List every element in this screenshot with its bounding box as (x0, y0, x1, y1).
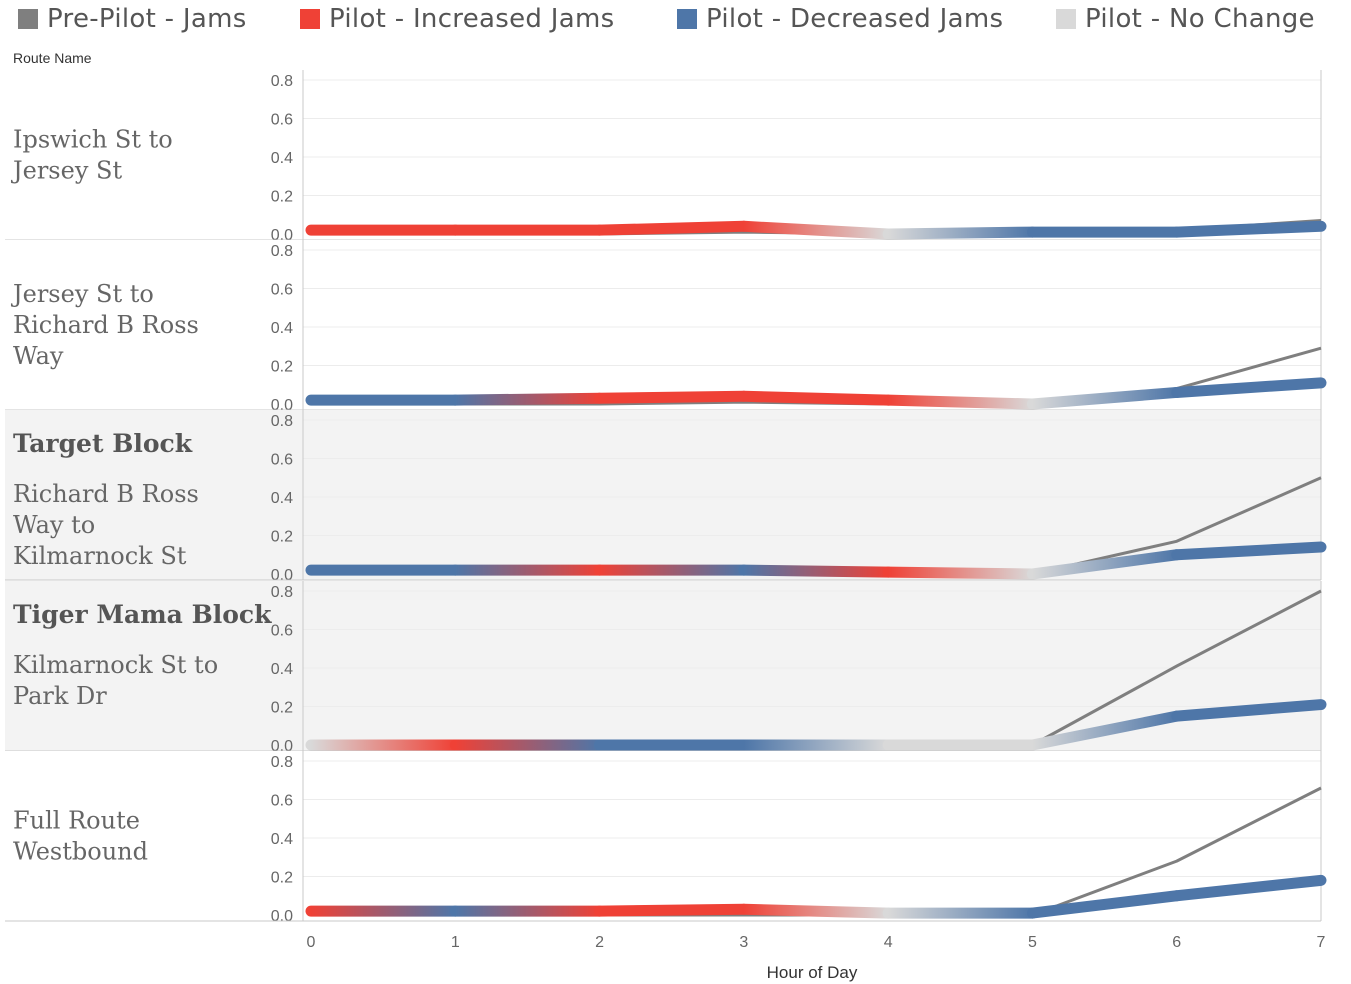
pilot-line-segment (882, 566, 1038, 580)
panel-route-label: Ipswich St to (13, 126, 173, 154)
pilot-line-segment (449, 392, 606, 406)
pilot-line-segment (1171, 874, 1327, 902)
legend-item-pre-pilot[interactable]: Pre-Pilot - Jams (18, 4, 247, 34)
legend-swatch-increased (300, 9, 320, 29)
legend-item-no-change[interactable]: Pilot - No Change (1056, 4, 1315, 34)
legend-item-decreased[interactable]: Pilot - Decreased Jams (677, 4, 1003, 34)
y-tick-label: 0.2 (271, 189, 293, 206)
y-tick-label: 0.6 (271, 623, 293, 640)
pilot-line-segment (594, 903, 750, 917)
legend-label-pre-pilot: Pre-Pilot - Jams (47, 4, 247, 34)
legend-label-decreased: Pilot - Decreased Jams (706, 4, 1004, 34)
x-tick-label: 7 (1317, 934, 1326, 951)
panel-route-label: Way to (13, 511, 95, 539)
y-tick-label: 0.6 (271, 452, 293, 469)
pilot-line-segment (738, 220, 894, 240)
chart-legend: Pre-Pilot - Jams Pilot - Increased Jams … (0, 0, 1351, 42)
legend-swatch-pre-pilot (18, 9, 38, 29)
pilot-line-segment (1026, 890, 1183, 919)
x-tick-label: 4 (884, 934, 893, 951)
y-tick-label: 0.2 (271, 700, 293, 717)
x-tick-label: 3 (739, 934, 748, 951)
x-tick-label: 5 (1028, 934, 1037, 951)
pilot-line-segment (882, 226, 1038, 240)
pilot-line-segment (594, 220, 750, 236)
panel-title: Tiger Mama Block (13, 600, 272, 629)
y-tick-label: 0.4 (271, 490, 293, 507)
pilot-line-segment (1171, 541, 1327, 561)
y-tick-label: 0.6 (271, 112, 293, 129)
pilot-line-segment (1171, 220, 1327, 238)
y-tick-label: 0.8 (271, 754, 293, 771)
y-tick-label: 0.4 (271, 831, 293, 848)
x-tick-label: 1 (451, 934, 460, 951)
panel-route-label: Westbound (13, 838, 148, 866)
panel-background (5, 410, 1321, 580)
legend-swatch-decreased (677, 9, 697, 29)
panel-route-label: Full Route (13, 807, 140, 835)
y-tick-label: 0.2 (271, 359, 293, 376)
legend-item-increased[interactable]: Pilot - Increased Jams (300, 4, 614, 34)
panel-route-label: Kilmarnock St to (13, 651, 218, 679)
x-tick-label: 0 (307, 934, 316, 951)
pilot-line-segment (1171, 377, 1327, 398)
panel-route-label: Richard B Ross (13, 480, 199, 508)
x-tick-label: 6 (1172, 934, 1181, 951)
panel-background (5, 70, 1321, 240)
panel-route-label: Jersey St (10, 157, 122, 185)
legend-label-increased: Pilot - Increased Jams (329, 4, 615, 34)
y-tick-label: 0.8 (271, 243, 293, 260)
row-header-label: Route Name (13, 50, 92, 66)
y-tick-label: 0.8 (271, 584, 293, 601)
y-tick-label: 0.2 (271, 870, 293, 887)
pilot-line-segment (1026, 549, 1183, 580)
x-axis: 0 1 2 3 4 5 6 7 (307, 934, 1326, 951)
panel-route-label: Way (13, 342, 64, 370)
y-tick-label: 0.6 (271, 282, 293, 299)
pilot-line-segment (594, 390, 750, 404)
panel-4: 0.0 0.2 0.4 0.6 0.8 Full Route Westbound (5, 751, 1327, 925)
y-tick-label: 0.8 (271, 413, 293, 430)
panel-route-label: Richard B Ross (13, 311, 199, 339)
panel-route-label: Park Dr (13, 682, 107, 710)
pilot-line-segment (1171, 699, 1327, 722)
legend-label-no-change: Pilot - No Change (1085, 4, 1315, 34)
x-axis-title: Hour of Day (767, 963, 858, 982)
legend-swatch-no-change (1056, 9, 1076, 29)
pilot-line-segment (738, 903, 894, 919)
x-tick-label: 2 (595, 934, 604, 951)
panel-background (5, 751, 1321, 921)
y-tick-label: 0.4 (271, 320, 293, 337)
pilot-line-segment (1026, 710, 1183, 751)
y-tick-label: 0.4 (271, 661, 293, 678)
panel-route-label: Kilmarnock St (13, 542, 187, 570)
y-tick-label: 0.4 (271, 150, 293, 167)
panel-title: Target Block (13, 429, 193, 458)
pilot-line-segment (882, 394, 1038, 410)
y-tick-label: 0.6 (271, 793, 293, 810)
panel-background (5, 581, 1321, 751)
pilot-line-segment (738, 564, 894, 578)
pilot-line-segment (738, 390, 894, 406)
y-tick-label: 0.0 (271, 908, 293, 925)
pilot-line-segment (1026, 386, 1183, 410)
y-tick-label: 0.2 (271, 529, 293, 546)
y-tick-label: 0.8 (271, 73, 293, 90)
panel-background (5, 240, 1321, 410)
panel-route-label: Jersey St to (10, 280, 154, 308)
